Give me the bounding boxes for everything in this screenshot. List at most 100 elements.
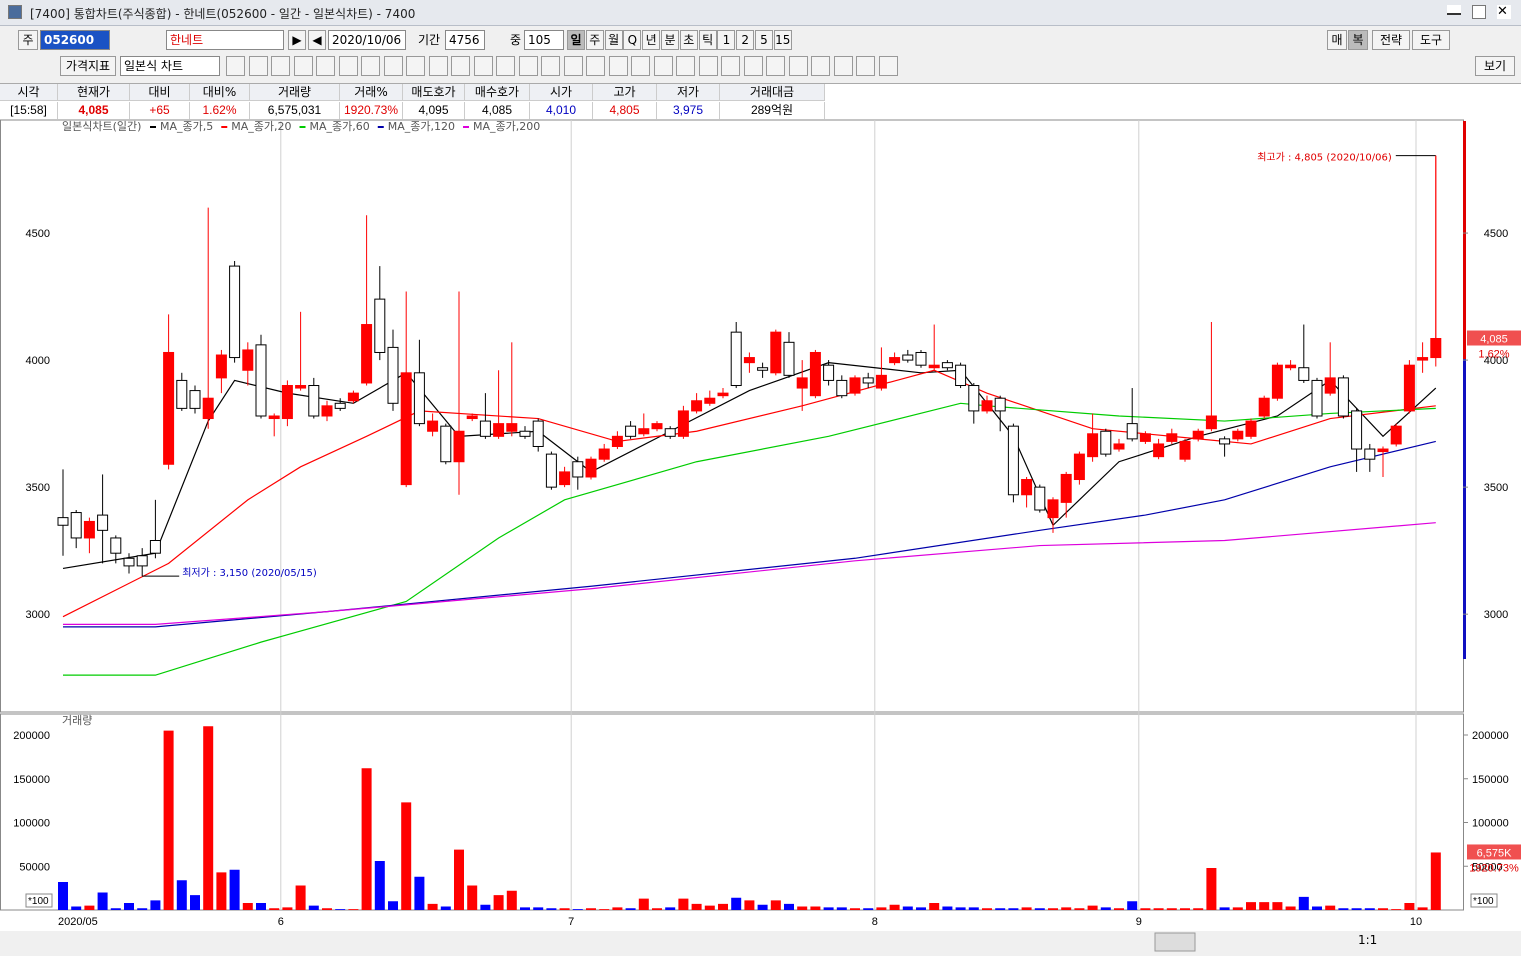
tool-button[interactable] — [833, 56, 853, 76]
tool-button[interactable] — [248, 56, 268, 76]
right-button[interactable]: 전략 — [1372, 30, 1410, 50]
interval-button[interactable]: Q — [623, 30, 642, 50]
tool-button[interactable] — [383, 56, 403, 76]
tool-button[interactable] — [586, 56, 605, 76]
quote-value: 4,085 — [58, 102, 130, 119]
interval-button[interactable]: 틱 — [698, 30, 717, 50]
right-button[interactable]: 도구 — [1412, 30, 1450, 50]
moving-average — [62, 369, 1436, 618]
volume-bar — [480, 904, 491, 910]
candle-body — [1205, 415, 1217, 430]
interval-button[interactable]: 15 — [773, 30, 792, 50]
market-select[interactable]: 주 — [18, 30, 38, 50]
volume-bar — [1272, 902, 1283, 910]
tool-button[interactable] — [766, 56, 785, 76]
maximize[interactable] — [1472, 5, 1486, 19]
candle-body — [136, 555, 148, 567]
tool-button[interactable] — [743, 56, 763, 76]
tool-button[interactable] — [293, 56, 313, 76]
legend-label: MA_종가,200 — [473, 120, 540, 133]
date-input[interactable]: 2020/10/06 — [328, 30, 406, 50]
volume-bar — [137, 908, 148, 910]
tool-button[interactable] — [698, 56, 718, 76]
interval-button[interactable]: 일 — [567, 30, 585, 50]
tool-button[interactable] — [811, 56, 830, 76]
candle-body — [97, 514, 109, 531]
scroll-thumb[interactable] — [1154, 932, 1196, 952]
interval-button[interactable]: 1 — [717, 30, 736, 50]
interval-button[interactable]: 분 — [661, 30, 679, 50]
tool-button[interactable] — [563, 56, 583, 76]
scroll-bar[interactable] — [0, 931, 1521, 956]
y-tick-label: 4000 — [26, 355, 50, 367]
period-input[interactable]: 4756 — [445, 30, 485, 50]
interval-button[interactable]: 초 — [679, 30, 698, 50]
tool-button[interactable] — [788, 56, 808, 76]
current-price-label: 4,085 — [1480, 334, 1508, 346]
candle-body — [1087, 433, 1099, 458]
name-input[interactable]: 한네트 — [166, 30, 284, 50]
candle-body — [334, 402, 346, 409]
next-button[interactable]: ▶ — [288, 30, 306, 50]
tool-button[interactable] — [496, 56, 515, 76]
volume-bar — [572, 909, 583, 910]
tool-button[interactable] — [721, 56, 740, 76]
tool-button[interactable] — [608, 56, 628, 76]
tool-button[interactable] — [473, 56, 493, 76]
chart-style-select[interactable]: 일본식 차트 — [120, 56, 220, 76]
tool-button[interactable] — [226, 56, 245, 76]
code-input[interactable]: 052600 — [40, 30, 110, 50]
tool-button[interactable] — [653, 56, 673, 76]
tool-button[interactable] — [541, 56, 560, 76]
prev-button[interactable]: ◀ — [308, 30, 326, 50]
price-range-down — [1463, 359, 1466, 659]
close[interactable]: ✕ — [1497, 5, 1511, 19]
volume-bar — [1074, 908, 1085, 910]
candle-body — [532, 420, 544, 447]
x-tick-label: 6 — [278, 916, 284, 928]
interval-button[interactable]: 주 — [585, 30, 604, 50]
window-title: [7400] 통합차트(주식종합) - 한네트(052600 - 일간 - 일본… — [30, 7, 416, 21]
quote-value: 4,085 — [465, 102, 530, 119]
interval-button[interactable]: 5 — [755, 30, 773, 50]
view-button[interactable]: 보기 — [1475, 56, 1515, 76]
tool-button[interactable] — [878, 56, 898, 76]
minimize[interactable] — [1447, 5, 1461, 15]
volume-bar — [678, 898, 689, 910]
tool-button[interactable] — [631, 56, 650, 76]
indicator-button[interactable]: 가격지표 — [60, 56, 116, 76]
tool-button[interactable] — [428, 56, 448, 76]
right-button[interactable]: 복 — [1348, 30, 1368, 50]
volume-bar — [1312, 906, 1322, 910]
volume-bar — [282, 907, 293, 910]
tool-button[interactable] — [451, 56, 470, 76]
tool-button[interactable] — [361, 56, 380, 76]
tool-button[interactable] — [676, 56, 695, 76]
unit-box — [25, 893, 53, 908]
interval-button[interactable]: 년 — [642, 30, 661, 50]
count-input[interactable]: 105 — [524, 30, 564, 50]
candle-body — [585, 458, 597, 478]
tool-button[interactable] — [316, 56, 335, 76]
volume-tick-label: 150000 — [13, 774, 50, 786]
candle-body — [321, 405, 333, 417]
interval-button[interactable]: 월 — [604, 30, 623, 50]
candle-body — [691, 400, 703, 412]
tool-button[interactable] — [856, 56, 875, 76]
candle-body — [1232, 430, 1244, 440]
tool-button[interactable] — [338, 56, 358, 76]
volume-bar — [691, 903, 702, 910]
right-button[interactable]: 매 — [1327, 30, 1347, 50]
interval-button[interactable]: 2 — [736, 30, 755, 50]
volume-bar — [295, 885, 306, 910]
candle-body — [968, 385, 980, 412]
volume-bar — [718, 903, 728, 910]
tool-button[interactable] — [271, 56, 290, 76]
volume-bar — [242, 903, 253, 910]
tool-button[interactable] — [406, 56, 425, 76]
tool-button[interactable] — [518, 56, 538, 76]
count-label: 중 — [510, 33, 522, 47]
volume-bar — [1259, 902, 1270, 910]
volume-bar — [929, 903, 940, 910]
volume-bar — [229, 869, 240, 910]
